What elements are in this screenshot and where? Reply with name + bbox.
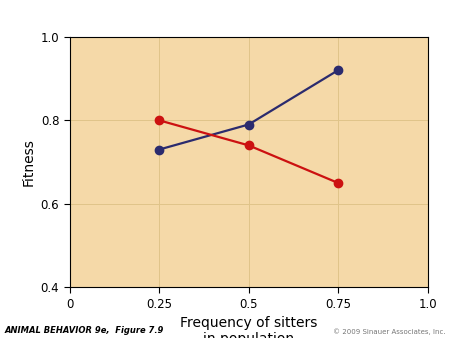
Text: Figure 7.9  Frequency-dependent selection: Figure 7.9 Frequency-dependent selection (5, 11, 273, 24)
Text: © 2009 Sinauer Associates, Inc.: © 2009 Sinauer Associates, Inc. (333, 328, 446, 335)
Text: ANIMAL BEHAVIOR 9e,  Figure 7.9: ANIMAL BEHAVIOR 9e, Figure 7.9 (4, 325, 164, 335)
Y-axis label: Fitness: Fitness (21, 138, 35, 186)
X-axis label: Frequency of sitters
in population: Frequency of sitters in population (180, 316, 317, 338)
